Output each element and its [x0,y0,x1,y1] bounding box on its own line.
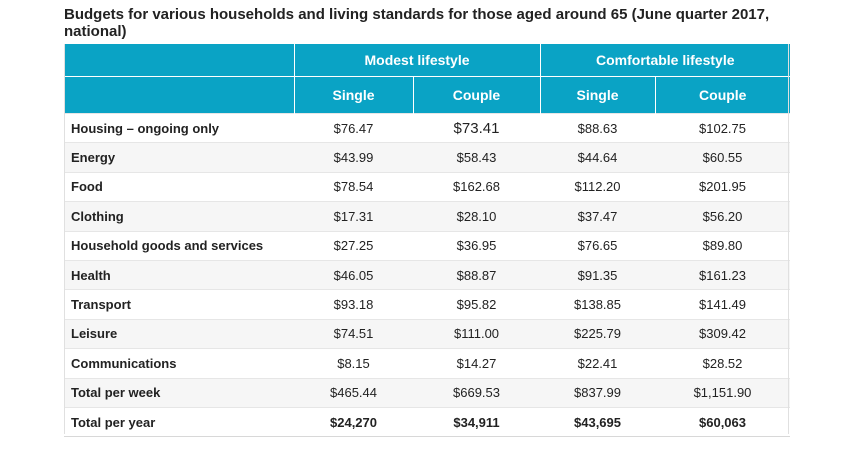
table-row: Energy $43.99 $58.43 $44.64 $60.55 [64,142,791,173]
table-cell: $17.31 [294,201,413,232]
sub-header-comfortable-couple: Couple [654,76,791,114]
table-cell: $34,911 [413,406,540,438]
table-cell: $22.41 [540,348,655,379]
sub-header-modest-single: Single [293,76,413,114]
table-row: Health $46.05 $88.87 $91.35 $161.23 [64,259,791,290]
table-cell: $76.65 [540,230,655,261]
table-cell: $161.23 [655,259,791,290]
row-label: Household goods and services [64,230,294,261]
table-cell: $8.15 [294,348,413,379]
table-row: Food $78.54 $162.68 $112.20 $201.95 [64,171,791,202]
row-label: Leisure [64,318,294,349]
row-label: Total per week [64,377,294,408]
row-label: Food [64,171,294,202]
group-header-modest: Modest lifestyle [293,44,540,77]
table-cell: $102.75 [655,112,791,143]
group-header-row: Modest lifestyle Comfortable lifestyle [64,44,791,77]
table-cell: $73.41 [413,112,540,143]
table-cell: $141.49 [655,289,791,320]
table-cell: $44.64 [540,142,655,173]
table-cell: $93.18 [294,289,413,320]
group-header-comfortable: Comfortable lifestyle [539,44,791,77]
table-cell: $36.95 [413,230,540,261]
table-cell: $309.42 [655,318,791,349]
row-label: Total per year [64,406,294,438]
table-cell: $46.05 [294,259,413,290]
sub-header-comfortable-single: Single [539,76,655,114]
table-cell: $78.54 [294,171,413,202]
budget-table: Modest lifestyle Comfortable lifestyle S… [64,44,791,438]
table-cell: $76.47 [294,112,413,143]
row-label: Housing – ongoing only [64,112,294,143]
table-cell: $89.80 [655,230,791,261]
sub-header-modest-couple: Couple [412,76,540,114]
table-cell: $111.00 [413,318,540,349]
table-cell: $837.99 [540,377,655,408]
table-cell: $58.43 [413,142,540,173]
corner-header-cell [64,44,294,77]
table-cell: $14.27 [413,348,540,379]
table-cell: $1,151.90 [655,377,791,408]
table-row-total-week: Total per week $465.44 $669.53 $837.99 $… [64,377,791,408]
table-cell: $669.53 [413,377,540,408]
table-row: Communications $8.15 $14.27 $22.41 $28.5… [64,348,791,379]
table-cell: $465.44 [294,377,413,408]
table-cell: $60,063 [655,406,791,438]
table-cell: $162.68 [413,171,540,202]
row-label: Transport [64,289,294,320]
table-cell: $27.25 [294,230,413,261]
table-cell: $37.47 [540,201,655,232]
table-cell: $28.52 [655,348,791,379]
table-cell: $112.20 [540,171,655,202]
table-cell: $225.79 [540,318,655,349]
table-row: Household goods and services $27.25 $36.… [64,230,791,261]
table-row: Transport $93.18 $95.82 $138.85 $141.49 [64,289,791,320]
row-label: Clothing [64,201,294,232]
row-label: Communications [64,348,294,379]
table-cell: $24,270 [294,406,413,438]
sub-header-row: Single Couple Single Couple [64,76,791,114]
table-title: Budgets for various households and livin… [64,6,770,40]
table-cell: $95.82 [413,289,540,320]
table-cell: $201.95 [655,171,791,202]
table-cell: $74.51 [294,318,413,349]
table-cell: $28.10 [413,201,540,232]
table-row: Leisure $74.51 $111.00 $225.79 $309.42 [64,318,791,349]
table-cell: $88.63 [540,112,655,143]
table-row-total-year: Total per year $24,270 $34,911 $43,695 $… [64,406,791,438]
table-cell: $43.99 [294,142,413,173]
row-label: Energy [64,142,294,173]
table-row: Clothing $17.31 $28.10 $37.47 $56.20 [64,201,791,232]
table-cell: $91.35 [540,259,655,290]
table-cell: $56.20 [655,201,791,232]
table-row: Housing – ongoing only $76.47 $73.41 $88… [64,112,791,143]
table-cell: $88.87 [413,259,540,290]
corner-header-cell-2 [64,76,294,114]
table-cell: $60.55 [655,142,791,173]
table-cell: $138.85 [540,289,655,320]
row-label: Health [64,259,294,290]
table-cell: $43,695 [540,406,655,438]
